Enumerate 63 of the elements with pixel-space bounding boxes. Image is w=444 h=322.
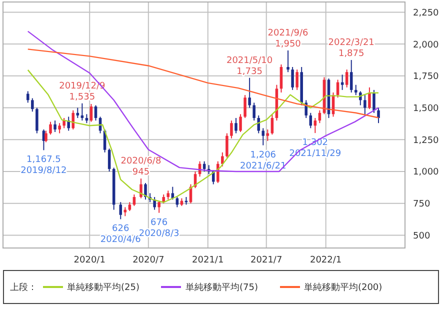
x-tick-label: 2020/7 xyxy=(132,255,164,266)
candlestick xyxy=(262,128,265,146)
candlestick xyxy=(72,110,75,130)
candlestick xyxy=(230,120,233,139)
legend-label: 単純移動平均(25) xyxy=(67,282,140,294)
y-tick-label: 2,250 xyxy=(413,8,440,18)
candlestick xyxy=(108,148,111,172)
candlestick xyxy=(248,77,251,108)
candlestick xyxy=(345,69,348,88)
candlestick xyxy=(94,104,98,122)
candlestick xyxy=(291,66,294,90)
candlestick xyxy=(119,202,122,220)
annotation: 1,167.5 2019/8/12 xyxy=(20,155,67,176)
candlestick xyxy=(372,89,376,114)
y-tick-label: 1,000 xyxy=(413,168,440,178)
candlestick xyxy=(31,98,34,112)
annotation: 676 2020/8/3 xyxy=(138,218,180,239)
candlestick xyxy=(354,84,358,96)
candlestick xyxy=(350,59,353,93)
line-series xyxy=(27,48,380,118)
candlestick xyxy=(280,64,283,93)
candlestick xyxy=(26,90,30,104)
candlestick xyxy=(364,94,366,116)
y-tick-label: 1,250 xyxy=(413,136,440,146)
candlestick xyxy=(296,69,298,90)
candlestick xyxy=(62,117,66,129)
y-tick-label: 1,750 xyxy=(413,72,440,82)
candlestick xyxy=(36,107,38,134)
candlestick xyxy=(221,152,224,167)
x-tick-label: 2021/1 xyxy=(192,255,224,266)
y-tick-label: 1,500 xyxy=(413,104,440,114)
x-tick-label: 2020/1 xyxy=(74,255,106,266)
legend-title: 上段： xyxy=(10,282,37,294)
annotation: 2022/3/21 1,875 xyxy=(328,38,374,59)
candlestick xyxy=(270,114,274,136)
candlestick xyxy=(144,182,147,200)
candlestick xyxy=(140,178,142,199)
candlestick xyxy=(226,132,228,158)
y-tick-label: 500 xyxy=(413,231,430,242)
candlestick xyxy=(368,86,371,110)
legend-label: 単純移動平均(75) xyxy=(185,282,258,294)
candlestick xyxy=(304,100,308,118)
x-tick-label: 2021/7 xyxy=(250,255,282,266)
candlestick xyxy=(49,121,52,136)
candlestick xyxy=(44,130,48,143)
annotation: 2021/5/10 1,735 xyxy=(226,56,273,77)
x-tick-label: 2022/1 xyxy=(310,255,342,266)
legend-label: 単純移動平均(200) xyxy=(304,282,382,294)
y-tick-label: 750 xyxy=(413,200,430,210)
candlestick xyxy=(239,114,242,133)
annotation: 2021/9/6 1,950 xyxy=(268,28,309,50)
y-tick-label: 2,000 xyxy=(413,40,440,50)
candlestick xyxy=(158,200,160,214)
candlestick xyxy=(234,117,238,134)
annotation: 2020/6/8 945 xyxy=(120,156,162,178)
candlestick xyxy=(244,94,246,118)
candlestick xyxy=(257,114,260,134)
candlestick xyxy=(54,120,56,133)
candlestick xyxy=(90,103,93,122)
candlestick xyxy=(286,50,290,73)
candlestick xyxy=(252,102,256,122)
candlestick xyxy=(377,107,380,124)
candlestick xyxy=(58,122,61,134)
